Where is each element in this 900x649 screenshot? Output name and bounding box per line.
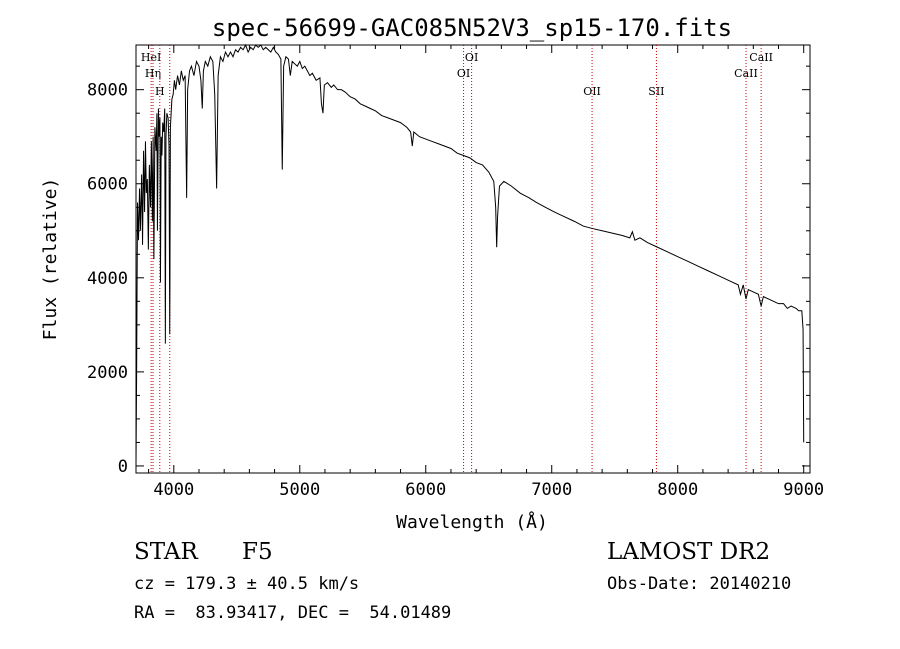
spectral-line-markers: HeI Hη H OI OI OII SII CaII CaII [141,45,773,473]
subclass: F5 [242,539,273,565]
y-axis-title: Flux (relative) [40,178,61,341]
spectral-line-label: HeI [141,51,161,64]
redshift-cz: cz = 179.3 ± 40.5 km/s [134,574,360,594]
observation-date: Obs-Date: 20140210 [607,574,792,594]
y-tick-label: 0 [118,457,128,477]
x-axis-ticks: 4000 5000 6000 7000 8000 9000 [148,45,824,500]
y-tick-label: 8000 [87,81,128,101]
spectral-line-label: SII [648,85,664,98]
chart-title: spec-56699-GAC085N52V3_sp15-170.fits [212,14,732,42]
x-tick-label: 4000 [153,480,194,500]
spectral-line-label: OII [583,85,601,98]
y-tick-label: 4000 [87,269,128,289]
spectral-line-label: OI [457,67,470,80]
spectral-line-label: CaII [734,67,758,80]
spectral-line-label: CaII [749,51,773,64]
spectral-line-label: OI [465,51,478,64]
x-tick-label: 9000 [783,480,824,500]
spectrum-series-line [135,43,805,466]
x-tick-label: 7000 [531,480,572,500]
y-tick-label: 6000 [87,175,128,195]
x-tick-label: 5000 [279,480,320,500]
plot-frame [135,44,811,474]
x-tick-label: 6000 [405,480,446,500]
spectral-line-label: H [155,85,165,98]
spectral-line-label: Hη [145,67,161,80]
object-class: STAR [134,539,198,565]
y-tick-label: 2000 [87,363,128,383]
x-axis-title: Wavelength (Å) [396,511,548,533]
coordinates: RA = 83.93417, DEC = 54.01489 [134,603,452,623]
x-tick-label: 8000 [657,480,698,500]
survey-name: LAMOST DR2 [607,539,771,565]
y-axis-ticks: 0 2000 4000 6000 8000 [87,65,810,477]
